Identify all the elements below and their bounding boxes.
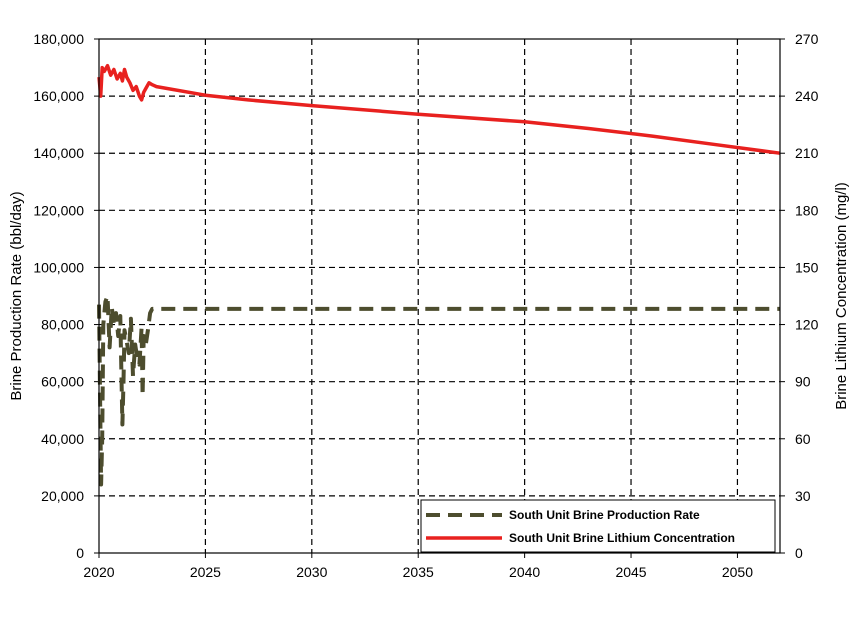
x-tick-label: 2040 [509,564,540,580]
x-tick-label: 2025 [190,564,221,580]
y2-tick-label: 90 [795,374,811,390]
y2-tick-label: 30 [795,488,811,504]
x-tick-label: 2045 [615,564,646,580]
y-tick-label: 120,000 [33,202,84,218]
y-tick-label: 0 [76,545,84,561]
legend: South Unit Brine Production Rate South U… [420,499,776,553]
series-line-production [97,294,780,487]
y2-tick-label: 240 [795,88,819,104]
y2-tick-label: 180 [795,202,819,218]
y2-tick-label: 150 [795,259,819,275]
tick-labels: 2020 2025 2030 2035 2040 2045 2050 0 0 20,000 30 40… [33,31,818,580]
legend-label-production: South Unit Brine Production Rate [509,508,700,522]
y2-tick-label: 120 [795,317,819,333]
y-axis-title: Brine Production Rate (bbl/day) [8,191,25,400]
legend-box [420,499,776,553]
y-tick-label: 40,000 [41,431,84,447]
y-tick-label: 80,000 [41,317,84,333]
series-group [97,63,781,487]
y-tick-label: 60,000 [41,374,84,390]
y2-axis-title: Brine Lithium Concentration (mg/l) [833,182,850,410]
y2-tick-label: 270 [795,31,819,47]
y2-tick-label: 0 [795,545,803,561]
x-tick-label: 2035 [403,564,434,580]
x-tick-label: 2050 [722,564,753,580]
grid [94,38,785,558]
legend-label-lithium: South Unit Brine Lithium Concentration [509,531,735,545]
y-tick-label: 180,000 [33,31,84,47]
y2-tick-label: 210 [795,145,819,161]
y-tick-label: 100,000 [33,259,84,275]
y-tick-label: 20,000 [41,488,84,504]
y-tick-label: 140,000 [33,145,84,161]
x-tick-label: 2030 [296,564,327,580]
y2-tick-label: 60 [795,431,811,447]
y-tick-label: 160,000 [33,88,84,104]
plot-area [99,39,780,553]
series-line-lithium [97,63,781,155]
plot-border [98,38,781,554]
x-tick-label: 2020 [83,564,114,580]
